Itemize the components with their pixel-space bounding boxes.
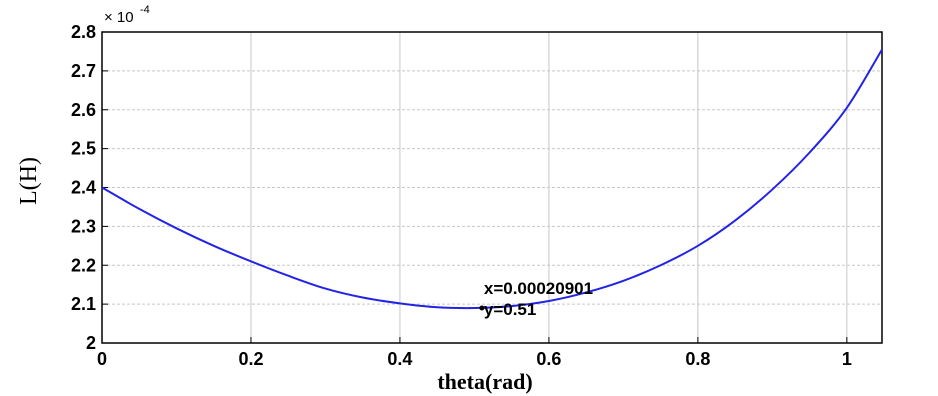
x-tick-labels: 0 0.2 0.4 0.6 0.8 1	[97, 349, 852, 369]
y-tick-label: 2	[86, 333, 96, 353]
grid-lines	[102, 32, 882, 343]
y-axis-label: L(H)	[16, 157, 42, 205]
x-tick-label: 0.2	[238, 349, 263, 369]
y-tick-label: 2.3	[71, 216, 96, 236]
y-tick-label: 2.8	[71, 22, 96, 42]
y-tick-labels: 2 2.1 2.2 2.3 2.4 2.5 2.6 2.7 2.8	[71, 22, 96, 353]
x-tick-label: 0	[97, 349, 107, 369]
y-tick-label: 2.7	[71, 61, 96, 81]
y-tick-label: 2.6	[71, 100, 96, 120]
y-tick-label: 2.4	[71, 178, 96, 198]
annotation-x-text: x=0.00020901	[484, 279, 593, 298]
x-tick-label: 0.8	[685, 349, 710, 369]
y-tick-label: 2.2	[71, 255, 96, 275]
x-tick-label: 1	[842, 349, 852, 369]
annotation-marker	[479, 305, 485, 311]
series-line	[101, 48, 883, 310]
x-tick-label: 0.6	[536, 349, 561, 369]
annotation-y-text: y=0.51	[484, 300, 536, 319]
x-axis-label: theta(rad)	[437, 369, 532, 394]
y-multiplier-exponent: -4	[140, 4, 150, 16]
x-tick-label: 0.4	[387, 349, 412, 369]
y-tick-label: 2.1	[71, 294, 96, 314]
y-multiplier-label: × 10	[104, 9, 134, 26]
y-tick-label: 2.5	[71, 139, 96, 159]
